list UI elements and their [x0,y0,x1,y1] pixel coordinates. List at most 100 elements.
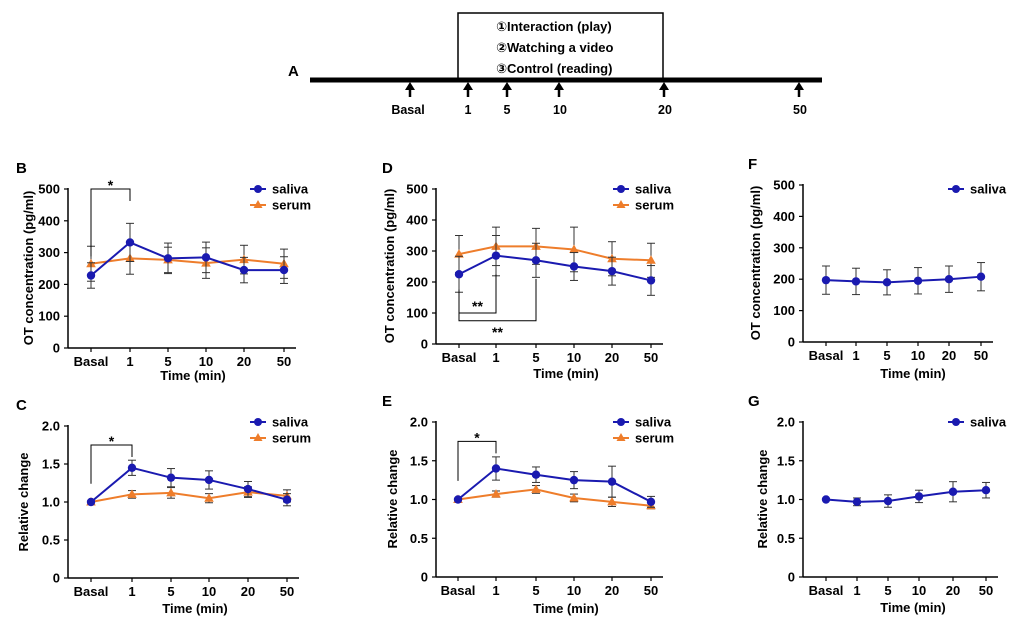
data-point-saliva [491,251,501,260]
legend-label-serum: serum [272,198,311,213]
data-point-saliva [531,470,541,479]
x-tick-label: 50 [979,583,993,598]
condition-video: ②Watching a video [496,40,613,55]
y-tick-label: 0.5 [777,531,795,546]
y-tick-label: 1.5 [777,453,795,468]
x-tick-label: Basal [441,583,476,598]
x-tick-label: 5 [884,583,891,598]
x-tick-label: 10 [567,350,581,365]
x-tick-label: 50 [277,354,291,369]
data-point-saliva [279,265,289,275]
timeline-marker-label: 10 [553,103,567,117]
data-point-saliva [453,495,463,504]
timeline-arrow-head [502,82,512,90]
x-axis-title: Time (min) [880,600,946,615]
legend-label-serum: serum [635,431,674,446]
panel-label-d: D [382,160,393,177]
x-tick-label: Basal [442,350,477,365]
data-point-serum [166,487,176,497]
y-tick-label: 200 [773,272,795,287]
x-tick-label: 20 [605,350,619,365]
data-point-saliva [491,464,501,473]
y-tick-label: 100 [406,306,428,321]
data-point-serum [127,489,137,498]
y-tick-label: 0 [53,571,60,586]
x-tick-label: 20 [237,354,251,369]
data-point-serum [607,496,617,506]
timeline-markers: Basal 1 5 10 20 50 [391,82,807,117]
timeline-arrow-head [794,82,804,90]
y-tick-label: 0.5 [42,533,60,548]
condition-interaction: ①Interaction (play) [496,19,612,34]
data-point-saliva [569,262,579,271]
x-tick-label: Basal [809,348,844,363]
x-tick-label: 1 [126,354,133,369]
legend-marker-saliva [617,185,625,193]
data-point-saliva [981,486,991,495]
significance-bracket: ** [458,278,537,340]
x-tick-label: 1 [853,583,860,598]
data-point-saliva [976,272,986,281]
timeline-arrow-head [405,82,415,90]
x-tick-label: 10 [202,584,216,599]
series-line-serum [90,257,285,265]
y-tick-label: 1.5 [410,453,428,468]
series-line-serum [457,488,652,507]
y-tick-label: 1.0 [777,492,795,507]
data-point-serum [531,484,541,493]
condition-control: ③Control (reading) [496,61,612,76]
x-axis-title: Time (min) [880,366,946,381]
data-point-serum [454,249,464,258]
legend-marker-serum [616,200,626,208]
panel-f: F 0 100 200 300 400 500 Basal 1 5 10 20 50 Time (min)… [748,156,1007,381]
legend-label-saliva: saliva [272,182,309,197]
data-point-saliva [913,276,923,285]
significance-bracket: ** [458,274,497,314]
panel-g: G 0 0.5 1.0 1.5 2.0 Basal 1 5 10 20 50 Time (min) Rel… [748,393,1007,615]
x-tick-label: Basal [74,354,109,369]
data-point-saliva [944,275,954,284]
x-tick-label: 1 [492,583,499,598]
y-tick-label: 100 [38,309,60,324]
x-axis-title: Time (min) [162,601,228,616]
data-point-saliva [531,256,541,265]
x-tick-label: 1 [852,348,859,363]
series-line-serum [458,245,652,262]
y-tick-label: 100 [773,303,795,318]
series-saliva [86,222,289,289]
series-line-saliva [458,254,652,282]
data-point-saliva [851,277,861,286]
x-axis-title: Time (min) [533,601,599,616]
data-point-saliva [646,497,656,507]
legend-marker-serum [253,433,263,441]
series-saliva [453,456,656,508]
y-tick-label: 0 [53,341,60,356]
x-tick-label: 10 [199,354,213,369]
x-tick-label: 5 [164,354,171,369]
legend-label-saliva: saliva [272,415,309,430]
significance-bracket: * [457,429,497,481]
data-point-saliva [852,497,862,507]
x-tick-label: 50 [644,583,658,598]
panel-label-c: C [16,397,27,414]
series-line-serum [90,491,288,503]
x-tick-label: 10 [567,583,581,598]
panel-label-a: A [288,63,299,80]
series-line-saliva [825,275,982,284]
significance-bracket: * [90,177,131,257]
condition-box [457,12,664,80]
panel-d: D 0 100 200 300 400 500 Basal 1 5 10 20 50 Time (min)… [382,160,674,381]
x-axis-title: Time (min) [533,366,599,381]
data-point-saliva [163,254,173,263]
data-point-serum [569,244,579,253]
series-line-saliva [825,489,987,503]
data-point-serum [204,493,214,502]
legend-label-serum: serum [272,431,311,446]
timeline-arrow-head [554,82,564,90]
x-tick-label: 10 [911,348,925,363]
panel-label-b: B [16,160,27,177]
y-axis-title: Relative change [755,450,770,549]
y-tick-label: 0 [421,337,428,352]
series-saliva [821,481,991,508]
legend-marker-serum [616,433,626,441]
